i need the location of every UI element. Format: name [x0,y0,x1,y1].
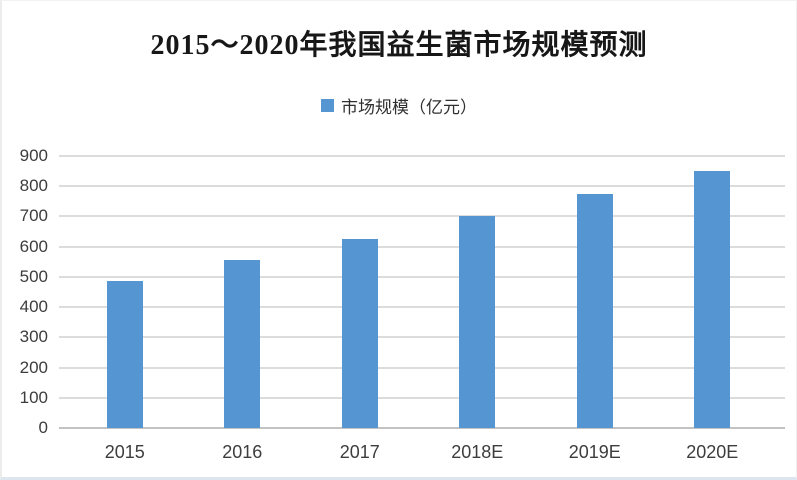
x-axis-line [59,427,785,429]
bar-2020E [694,171,731,428]
gridline [59,336,785,339]
y-axis-tick-label: 900 [19,146,48,165]
bar-2016 [224,260,261,428]
gridline [59,245,785,248]
bar-2019E [576,193,613,428]
y-axis-tick-label: 0 [38,418,48,437]
plot-area [59,155,785,429]
chart-legend: 市场规模（亿元） [2,93,796,118]
y-axis-tick-label: 100 [19,387,48,407]
y-axis-tick-label: 700 [19,206,48,226]
y-axis: 0 100 200 300 400 500 600 700 800 900 [2,146,52,437]
legend-label: 市场规模（亿元） [341,98,477,117]
x-axis: 2015 2016 2017 2018E 2019E 2020E [59,442,785,468]
x-axis-tick-label: 2016 [222,442,263,462]
bar-2017 [341,239,378,428]
gridline [59,306,785,309]
x-axis-tick-label: 2019E [568,442,621,462]
gridline [59,215,785,218]
gridline [59,275,785,278]
gridline [59,396,785,399]
legend-square-icon [321,99,334,112]
chart-title: 2015～2020年我国益生菌市场规模预测 [150,30,648,61]
y-axis-tick-label: 200 [19,357,48,377]
gridline [59,366,785,369]
x-axis-tick-label: 2018E [451,442,504,462]
x-axis-tick-label: 2017 [339,442,380,462]
x-axis-tick-label: 2020E [686,442,739,462]
bar-2015 [106,281,143,428]
y-axis-tick-label: 600 [19,236,48,256]
y-axis-tick-label: 500 [19,266,48,286]
y-axis-tick-label: 400 [19,297,48,317]
x-axis-tick-label: 2015 [104,442,145,462]
gridline [59,185,785,188]
y-axis-tick-label: 800 [19,176,48,196]
gridline [59,155,785,157]
bar-2018E [459,216,496,428]
y-axis-tick-label: 300 [19,327,48,347]
